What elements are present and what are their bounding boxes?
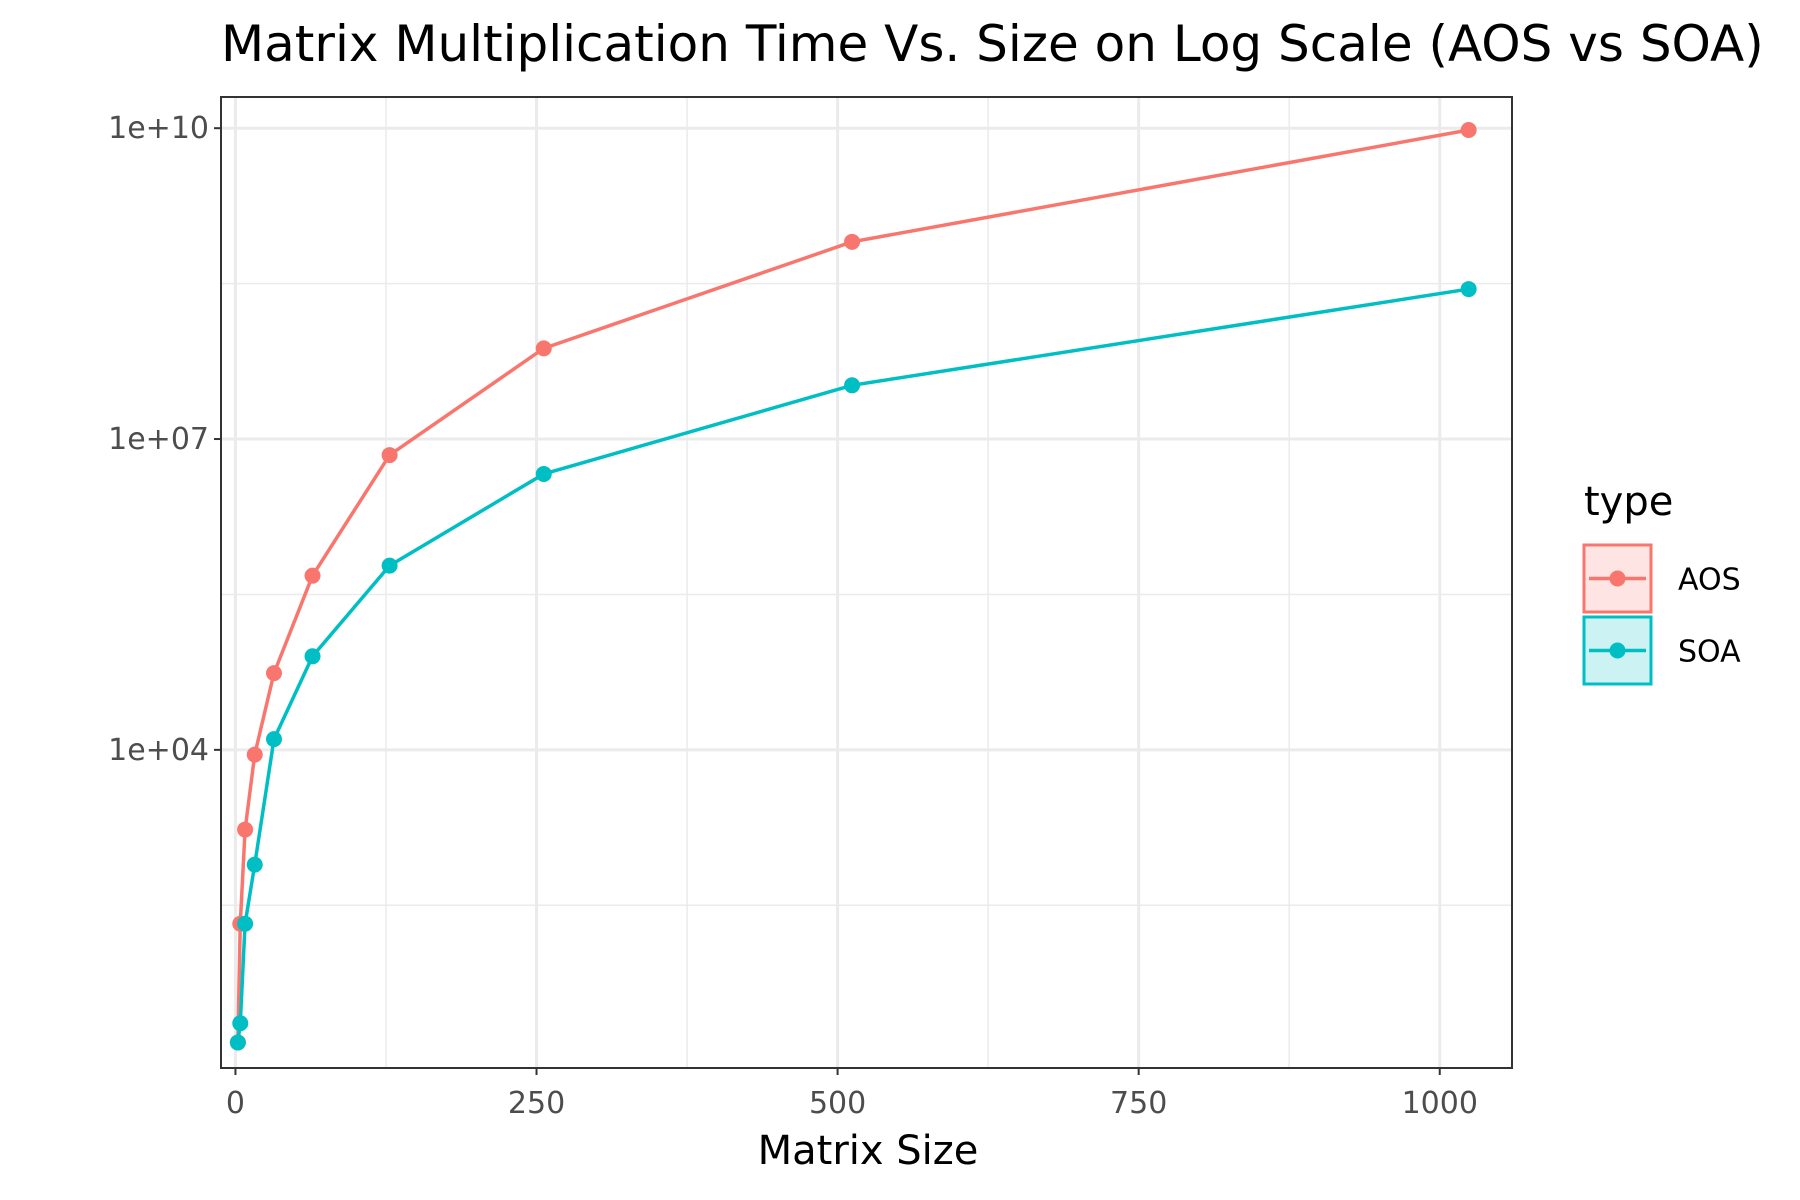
data-point-soa — [237, 915, 254, 932]
data-point-soa — [381, 557, 398, 574]
x-tick-label: 250 — [508, 1086, 565, 1121]
x-axis-title: Matrix Size — [758, 1128, 979, 1174]
plot-layer: 0 250 500 750 1000 1e+04 1e+07 1e+10 — [108, 96, 1513, 1121]
data-point-soa — [265, 731, 282, 748]
data-point-soa — [232, 1015, 249, 1032]
x-tick-label: 1000 — [1402, 1086, 1478, 1121]
x-tick-label: 0 — [226, 1086, 245, 1121]
y-tick-label: 1e+04 — [108, 733, 209, 768]
legend-title: type — [1584, 479, 1673, 525]
data-point-soa — [844, 377, 861, 394]
data-point-soa — [304, 648, 321, 665]
data-point-aos — [246, 746, 263, 763]
chart-title: Matrix Multiplication Time Vs. Size on L… — [221, 15, 1764, 73]
plot-panel — [221, 97, 1512, 1068]
data-point-aos — [844, 233, 861, 250]
series-line-soa — [236, 287, 1469, 1043]
y-tick-label: 1e+10 — [108, 111, 209, 146]
data-point-aos — [304, 567, 321, 584]
data-point-soa — [246, 856, 263, 873]
series-line-aos — [236, 128, 1469, 1043]
data-point-aos — [381, 447, 398, 464]
data-point-soa — [229, 1034, 246, 1051]
legend: type AOS SOA — [1582, 479, 1741, 686]
legend-label-soa: SOA — [1678, 635, 1741, 670]
y-tick-label: 1e+07 — [108, 422, 209, 457]
legend-key-point-soa — [1609, 642, 1626, 659]
data-point-aos — [1460, 122, 1477, 139]
data-point-soa — [535, 465, 552, 482]
x-tick-label: 500 — [809, 1086, 866, 1121]
data-point-aos — [535, 340, 552, 357]
x-tick-label: 750 — [1110, 1086, 1167, 1121]
data-point-soa — [1460, 281, 1477, 298]
plot-border — [220, 96, 1513, 1069]
data-point-aos — [237, 821, 254, 838]
legend-key-point-aos — [1609, 570, 1626, 587]
legend-label-aos: AOS — [1678, 563, 1741, 598]
data-point-aos — [265, 665, 282, 682]
